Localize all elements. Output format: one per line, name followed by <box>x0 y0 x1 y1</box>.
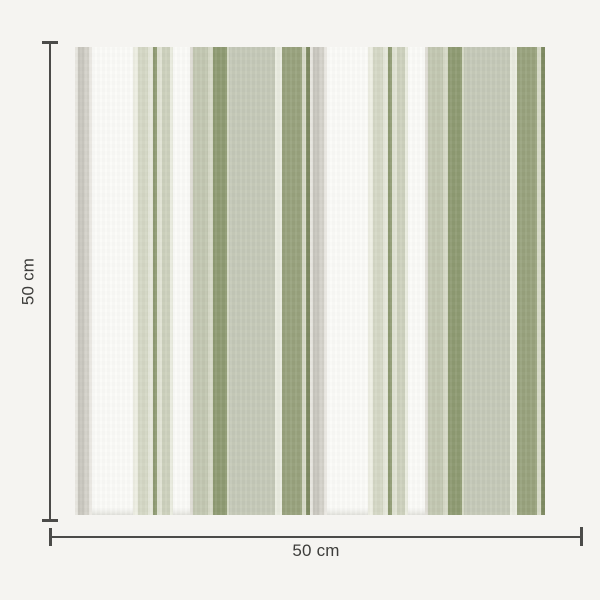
stripe <box>313 47 319 515</box>
stripe <box>443 47 448 515</box>
stripe <box>75 47 78 515</box>
stripe <box>275 47 282 515</box>
stripe <box>388 47 392 515</box>
stripe <box>319 47 324 515</box>
height-dimension-label: 50 cm <box>18 257 38 306</box>
stripe <box>428 47 443 515</box>
stripe <box>190 47 193 515</box>
stripe <box>462 47 464 515</box>
width-dimension-cap-right <box>580 527 583 546</box>
stripe <box>138 47 148 515</box>
stripe <box>282 47 302 515</box>
stripe <box>510 47 517 515</box>
height-dimension-cap-top <box>42 41 58 44</box>
stripe <box>170 47 173 515</box>
stripe <box>306 47 310 515</box>
stripe <box>78 47 84 515</box>
stripe <box>392 47 397 515</box>
stripe <box>157 47 162 515</box>
stripe <box>324 47 327 515</box>
width-dimension-label: 50 cm <box>292 541 340 560</box>
stripe <box>84 47 89 515</box>
width-dimension-cap-left <box>49 528 52 546</box>
stripe <box>397 47 405 515</box>
stripe <box>425 47 428 515</box>
stripe <box>208 47 213 515</box>
stripe <box>537 47 541 515</box>
stripe <box>227 47 229 515</box>
stripe <box>89 47 92 515</box>
stripe <box>133 47 138 515</box>
stripe <box>373 47 383 515</box>
stripe <box>213 47 227 515</box>
stripe <box>302 47 306 515</box>
height-dimension-line <box>49 42 51 521</box>
stripe <box>368 47 373 515</box>
stripe <box>517 47 537 515</box>
stripe <box>153 47 157 515</box>
stripe <box>310 47 313 515</box>
stripe <box>448 47 462 515</box>
stripe <box>383 47 388 515</box>
stripe <box>193 47 208 515</box>
stripe <box>229 47 275 515</box>
width-dimension-line <box>50 536 582 538</box>
stripe <box>541 47 545 515</box>
height-dimension-cap-bottom <box>42 519 58 522</box>
stripe <box>464 47 510 515</box>
stripe <box>162 47 170 515</box>
stripe <box>148 47 153 515</box>
wallpaper-swatch <box>75 47 545 515</box>
stripe <box>405 47 408 515</box>
